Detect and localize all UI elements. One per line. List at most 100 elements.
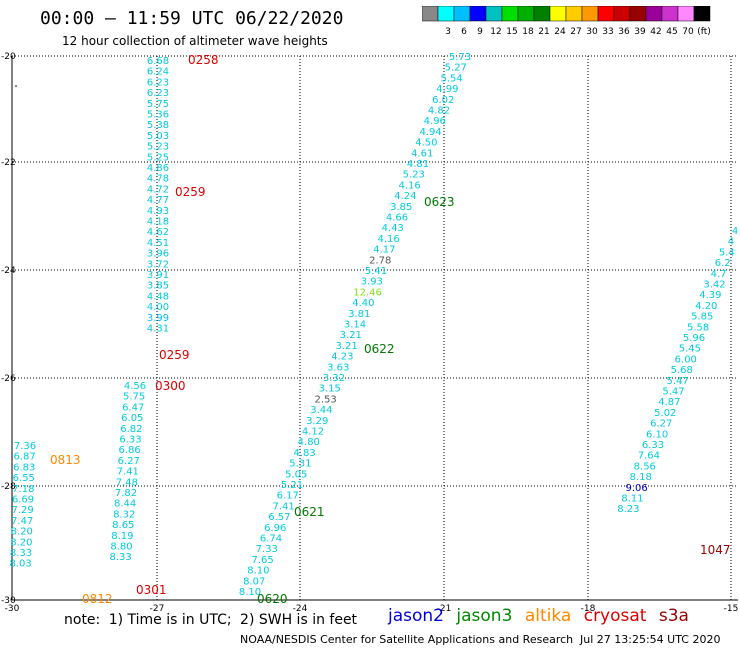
latitude-tick-label: -26 (1, 374, 16, 384)
wave-height-label: 3.32 (323, 373, 345, 384)
wave-height-label: 4.66 (386, 213, 408, 224)
wave-height-label: 3.15 (319, 384, 341, 395)
wave-height-label: 6.74 (260, 534, 282, 545)
wave-height-label: 3.93 (361, 277, 383, 288)
wave-height-label: 4.72 (147, 184, 169, 195)
wave-height-label: 7.64 (638, 451, 660, 462)
wave-height-label: 6.24 (147, 67, 169, 78)
wave-height-label: 5.31 (289, 459, 311, 470)
wave-height-label: 6.00 (675, 354, 697, 365)
wave-height-label: 4.24 (394, 191, 416, 202)
wave-height-label: 6.33 (642, 440, 664, 451)
wave-height-label: 5.58 (687, 322, 709, 333)
wave-height-label: 4.48 (147, 291, 169, 302)
wave-height-label: 8.33 (10, 548, 32, 559)
longitude-tick-label: -27 (150, 604, 165, 614)
colorbar-tick-label: 30 (586, 27, 598, 36)
wave-height-label: 4.51 (147, 238, 169, 249)
wave-height-label: 12.46 (353, 287, 382, 298)
wave-height-label: 4.94 (419, 127, 441, 138)
pass-time-label: 0813 (50, 453, 81, 467)
wave-height-label: 6.68 (147, 56, 169, 67)
wave-height-label: 4.77 (147, 195, 169, 206)
latitude-tick-label: -28 (1, 482, 16, 492)
wave-height-label: 5.41 (365, 266, 387, 277)
wave-height-label: 3.14 (344, 320, 366, 331)
colorbar-tick-label: 9 (477, 27, 483, 36)
wave-height-label: 7.18 (12, 484, 34, 495)
wave-height-label: 6.87 (13, 452, 35, 463)
wave-height-label: 3.63 (327, 362, 349, 373)
wave-height-label: 6.10 (646, 429, 668, 440)
wave-height-label: 4.82 (428, 106, 450, 117)
wave-height-label: 3.29 (306, 416, 328, 427)
pass-time-label: 1047 (700, 543, 731, 557)
wave-height-label: 8.56 (634, 461, 656, 472)
wave-height-label: 4.39 (699, 290, 721, 301)
wave-height-label: 6.86 (118, 445, 140, 456)
pass-time-label: 0301 (136, 583, 167, 597)
colorbar-tick-label: 70 (682, 27, 694, 36)
wave-height-label: 5.85 (691, 312, 713, 323)
wave-height-label: 4.20 (695, 301, 717, 312)
wave-height-label: 5.21 (281, 480, 303, 491)
wave-height-label: 8.10 (247, 566, 269, 577)
wave-height-label: 8.44 (114, 499, 136, 510)
wave-height-label: 5.47 (666, 376, 688, 387)
wave-height-label: 4.61 (411, 148, 433, 159)
note-time-unit: 1) Time is in UTC; (108, 612, 232, 628)
wave-height-label: 6.02 (432, 95, 454, 106)
pass-time-label: 0300 (155, 379, 186, 393)
wave-height-label: 6.96 (264, 523, 286, 534)
wave-height-label: 6.55 (13, 473, 35, 484)
wave-height-label: 3.42 (703, 280, 725, 291)
wave-height-label: 4.93 (147, 206, 169, 217)
wave-height-label: 8.65 (112, 520, 134, 531)
wave-height-label: 8.20 (11, 527, 33, 538)
units-note: note: 1) Time is in UTC; 2) SWH is in fe… (64, 612, 361, 628)
colorbar-unit: (ft) (697, 27, 711, 36)
colorbar-tick-label: 39 (634, 27, 646, 36)
wave-height-label: 5.36 (147, 110, 169, 121)
wave-height-label: 4.96 (424, 116, 446, 127)
wave-height-label: 6.27 (118, 456, 140, 467)
wave-height-label: 6.57 (268, 512, 290, 523)
wave-height-label: 5.23 (147, 142, 169, 153)
wave-height-label: 6.69 (12, 495, 34, 506)
wave-height-label: 4.62 (147, 227, 169, 238)
latitude-tick-label: -22 (1, 158, 16, 168)
wave-height-label: 5.47 (662, 387, 684, 398)
colorbar-tick-label: 12 (490, 27, 501, 36)
longitude-tick-label: -24 (293, 604, 308, 614)
wave-height-label: 8.11 (621, 494, 643, 505)
wave-height-label: 5.54 (440, 73, 462, 84)
pass-time-label: 0259 (159, 348, 190, 362)
wave-height-label: 5.23 (403, 170, 425, 181)
legend-altika: altika (524, 606, 572, 626)
colorbar-tick-label: 15 (506, 27, 517, 36)
wave-height-label: 4.83 (293, 448, 315, 459)
wave-height-label: 5.05 (285, 469, 307, 480)
wave-height-label: 8.80 (110, 542, 132, 553)
wave-height-label: 7.48 (116, 477, 138, 488)
satellite-legend: jason2 jason3 altika cryosat s3a (388, 606, 696, 626)
wave-height-label: 8.18 (630, 472, 652, 483)
wave-height-label: 3.72 (147, 259, 169, 270)
wave-height-label: 7.47 (11, 516, 33, 527)
wave-height-label: 6.82 (120, 424, 142, 435)
wave-height-label: 5.75 (147, 99, 169, 110)
wave-height-label: 3.85 (390, 202, 412, 213)
wave-height-label: 5.25 (147, 152, 169, 163)
wave-height-label: 4.16 (377, 234, 399, 245)
wave-height-label: 8.07 (243, 576, 265, 587)
wave-height-label: 9.06 (625, 483, 647, 494)
wave-height-label: 7.29 (11, 505, 33, 516)
colorbar-tick-label: 24 (554, 27, 566, 36)
longitude-tick-label: -18 (581, 604, 596, 614)
colorbar-swatch (693, 6, 711, 22)
wave-height-label: 4.18 (147, 217, 169, 228)
wave-height-label: 4.99 (436, 84, 458, 95)
wave-height-label: 3.81 (348, 309, 370, 320)
wave-height-label: 4.50 (415, 138, 437, 149)
legend-s3a: s3a (658, 606, 689, 626)
